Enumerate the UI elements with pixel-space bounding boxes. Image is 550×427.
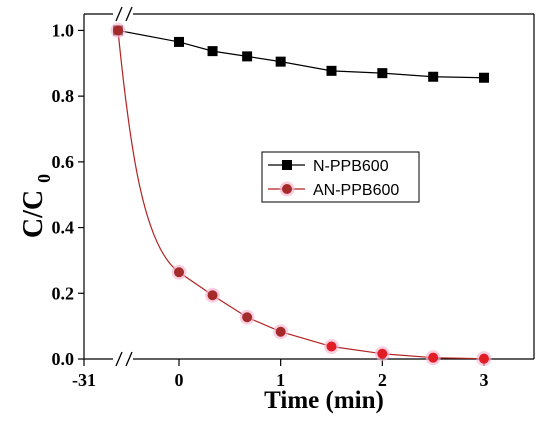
series-layer <box>110 22 492 367</box>
legend-label-an-ppb600: AN-PPB600 <box>313 182 399 199</box>
plot-frame <box>83 13 535 360</box>
series-line-n-ppb600 <box>117 29 485 79</box>
x-tick-label-1: 0 <box>175 370 184 390</box>
series-line-an-ppb600 <box>117 30 485 360</box>
x-tick-label-3: 2 <box>378 370 387 390</box>
y-tick-label-0: 0.0 <box>52 349 75 369</box>
legend-marker-n-ppb600 <box>282 160 292 170</box>
y-tick-label-3: 0.6 <box>52 152 75 172</box>
point-n-ppb600-3 <box>242 51 253 62</box>
y-tick-label-4: 0.8 <box>52 86 75 106</box>
axis-break-slash-bottom-1 <box>115 351 123 367</box>
point-n-ppb600-8 <box>479 72 489 83</box>
point-an-ppb600-6 <box>377 348 388 359</box>
legend-label-n-ppb600: N-PPB600 <box>313 158 389 175</box>
point-an-ppb600-7 <box>428 352 439 363</box>
legend-marker-an-ppb600 <box>282 184 292 194</box>
y-axis-title-subscript: 0 <box>34 174 54 183</box>
y-tick-label-1: 0.2 <box>52 283 75 303</box>
x-axis-ticks: -31 0 1 2 3 <box>72 359 489 390</box>
point-an-ppb600-4 <box>275 326 286 337</box>
point-n-ppb600-6 <box>377 68 388 79</box>
y-axis-ticks: 0.0 0.2 0.4 0.6 0.8 1.0 <box>52 20 84 369</box>
legend: N-PPB600 AN-PPB600 <box>261 151 420 203</box>
point-an-ppb600-1 <box>174 267 184 278</box>
y-tick-label-2: 0.4 <box>52 218 75 238</box>
point-n-ppb600-7 <box>428 71 439 82</box>
x-tick-label-4: 3 <box>480 370 489 390</box>
axis-break-slash-top-2 <box>125 6 133 22</box>
point-an-ppb600-2 <box>207 290 218 301</box>
point-n-ppb600-4 <box>275 56 286 67</box>
point-an-ppb600-3 <box>242 312 253 323</box>
x-tick-label-2: 1 <box>276 370 285 390</box>
axis-break <box>115 6 133 367</box>
point-n-ppb600-5 <box>326 65 337 76</box>
x-tick-label-0: -31 <box>72 370 96 390</box>
point-n-ppb600-2 <box>207 46 218 57</box>
point-an-ppb600-8 <box>479 353 489 364</box>
y-axis-title: C/C 0 <box>18 174 54 238</box>
y-tick-label-5: 1.0 <box>52 20 75 40</box>
axis-break-slash-top-1 <box>115 6 123 22</box>
x-axis-title: Time (min) <box>264 387 384 414</box>
axis-break-slash-bottom-2 <box>125 351 133 367</box>
point-n-ppb600-1 <box>174 36 184 47</box>
y-axis-title-main: C/C <box>18 190 49 238</box>
point-an-ppb600-0 <box>113 25 123 36</box>
point-an-ppb600-5 <box>326 341 337 352</box>
